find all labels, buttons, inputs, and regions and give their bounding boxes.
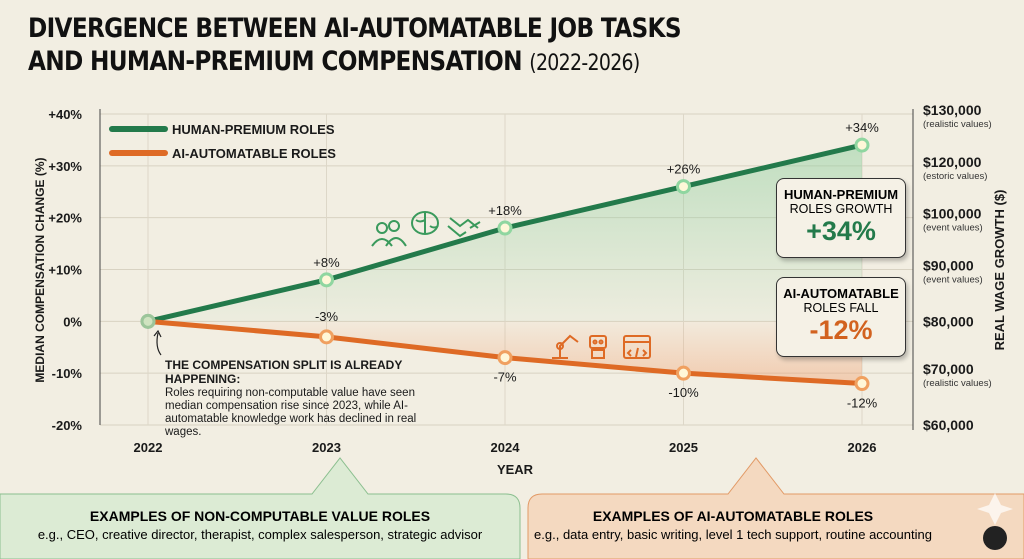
data-label: +18%	[488, 203, 522, 218]
data-point	[497, 350, 513, 366]
callout-ai-value: -12%	[809, 315, 873, 345]
y2-tick-label: $120,000	[923, 154, 982, 170]
x-tick-label: 2022	[134, 440, 163, 455]
callout-ai-line1: AI-AUTOMATABLE	[783, 286, 899, 301]
chart-subtitle: (2022-2026)	[529, 51, 640, 76]
data-label: -10%	[668, 385, 699, 400]
callout-human-line1: HUMAN-PREMIUM	[783, 187, 899, 202]
chart-title: DIVERGENCE BETWEEN AI-AUTOMATABLE JOB TA…	[28, 12, 682, 80]
callout-ai-line2: ROLES FALL	[803, 301, 879, 315]
y-tick-label: +10%	[48, 263, 82, 278]
watermark-logo	[977, 493, 1013, 550]
y-tick-label: +40%	[48, 107, 82, 122]
x-tick-label: 2026	[848, 440, 877, 455]
panel-left-heading: EXAMPLES OF NON-COMPUTABLE VALUE ROLES	[89, 508, 431, 524]
y-tick-label: +20%	[48, 211, 82, 226]
callout-human: HUMAN-PREMIUM ROLES GROWTH +34%	[776, 178, 906, 258]
data-point	[319, 272, 334, 288]
y2-tick-label: $80,000	[923, 313, 974, 329]
data-label: +26%	[667, 162, 701, 177]
panel-non-computable: EXAMPLES OF NON-COMPUTABLE VALUE ROLES e…	[0, 492, 520, 559]
panel-left-text: e.g., CEO, creative director, therapist,…	[37, 527, 483, 542]
panel-ai-automatable: EXAMPLES OF AI-AUTOMATABLE ROLES e.g., d…	[528, 492, 938, 559]
y2-tick-note: (event values)	[923, 275, 983, 286]
callout-human-line2: ROLES GROWTH	[789, 202, 893, 216]
data-point	[319, 329, 334, 345]
x-tick-label: 2023	[312, 440, 341, 455]
data-label: -12%	[847, 396, 878, 411]
y-tick-label: +30%	[48, 159, 82, 174]
human-icon-group	[371, 211, 481, 247]
data-point	[676, 179, 691, 195]
x-axis-title: YEAR	[497, 462, 534, 477]
annotation-body: Roles requiring non-computable value hav…	[165, 387, 417, 438]
annotation-arrow	[156, 332, 162, 356]
data-label: -7%	[493, 370, 517, 385]
data-label: +8%	[313, 255, 340, 270]
panel-right-heading: EXAMPLES OF AI-AUTOMATABLE ROLES	[592, 508, 874, 524]
legend-label-ai: AI-AUTOMATABLE ROLES	[172, 146, 336, 161]
x-tick-label: 2025	[669, 440, 698, 455]
panel-right-text: e.g., data entry, basic writing, level 1…	[534, 527, 932, 542]
title-line-2: AND HUMAN-PREMIUM COMPENSATION	[28, 46, 523, 77]
y2-tick-label: $90,000	[923, 258, 974, 274]
y2-tick-label: $70,000	[923, 361, 974, 377]
annotation-heading: THE COMPENSATION SPLIT IS ALREADY HAPPEN…	[165, 358, 403, 386]
y2-tick-note: (realistic values)	[923, 378, 992, 389]
y2-tick-label: $60,000	[923, 417, 974, 433]
data-label: -3%	[315, 309, 339, 324]
title-line-1: DIVERGENCE BETWEEN AI-AUTOMATABLE JOB TA…	[28, 13, 682, 44]
y2-tick-label: $130,000	[923, 102, 982, 118]
handshake-icon	[447, 217, 481, 238]
panel-right-bg	[527, 457, 1024, 559]
y2-tick-note: (realistic values)	[923, 119, 992, 130]
panel-left-bg	[0, 457, 521, 559]
y2-tick-label: $100,000	[923, 206, 982, 222]
annotation-arrowhead-icon	[153, 329, 162, 338]
data-point	[854, 376, 870, 392]
data-point	[140, 313, 156, 329]
code-window-icon	[623, 335, 651, 359]
data-point	[497, 220, 513, 236]
ai-icon-group	[552, 334, 651, 359]
brain-icon	[411, 211, 439, 235]
data-label: +34%	[845, 120, 879, 135]
robot-icon	[589, 335, 607, 359]
callout-ai: AI-AUTOMATABLE ROLES FALL -12%	[776, 277, 906, 357]
y-axis-title: MEDIAN COMPENSATION CHANGE (%)	[33, 157, 47, 382]
y-tick-label: 0%	[63, 314, 82, 329]
people-icon	[371, 220, 407, 247]
y2-tick-note: (event values)	[923, 223, 983, 234]
legend-label-human: HUMAN-PREMIUM ROLES	[172, 122, 335, 137]
y-tick-label: -20%	[52, 418, 83, 433]
y-tick-label: -10%	[52, 366, 83, 381]
y2-tick-note: (estoric values)	[923, 171, 987, 182]
data-point	[676, 365, 691, 381]
x-tick-label: 2024	[491, 440, 521, 455]
y2-axis-title: REAL WAGE GROWTH ($)	[992, 190, 1007, 351]
legend: HUMAN-PREMIUM ROLES AI-AUTOMATABLE ROLES	[109, 122, 336, 161]
data-point	[854, 137, 870, 153]
callout-human-value: +34%	[806, 216, 876, 246]
annotation: THE COMPENSATION SPLIT IS ALREADY HAPPEN…	[165, 359, 435, 439]
robot-arm-icon	[552, 334, 579, 359]
